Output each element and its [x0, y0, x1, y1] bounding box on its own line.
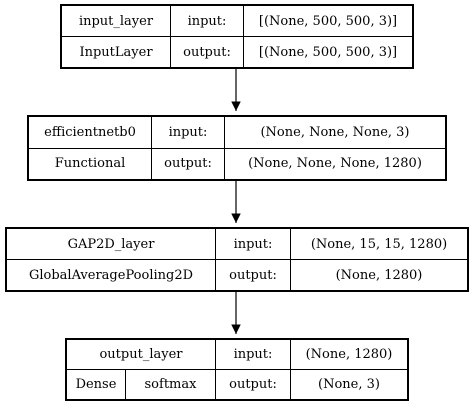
layer-name: GAP2D_layer [6, 228, 216, 260]
input-label: input: [215, 339, 291, 370]
node-gap2d-layer: GAP2D_layer input: (None, 15, 15, 1280) … [5, 227, 469, 292]
output-shape: (None, 1280) [290, 259, 468, 291]
layer-type: Functional [28, 147, 152, 180]
layer-name: output_layer [66, 339, 216, 370]
layer-type: GlobalAveragePooling2D [6, 259, 216, 291]
input-label: input: [215, 228, 291, 260]
output-label: output: [151, 147, 225, 180]
layer-type: InputLayer [61, 36, 171, 68]
input-shape: (None, None, None, 3) [224, 116, 446, 149]
layer-name: input_layer [61, 5, 171, 37]
output-shape: (None, None, None, 1280) [224, 147, 446, 180]
node-input-layer: input_layer input: [(None, 500, 500, 3)]… [60, 4, 414, 69]
input-label: input: [170, 5, 244, 37]
input-shape: [(None, 500, 500, 3)] [243, 5, 413, 37]
layer-name: efficientnetb0 [28, 116, 152, 149]
layer-activation: softmax [125, 369, 216, 400]
output-shape: [(None, 500, 500, 3)] [243, 36, 413, 68]
node-efficientnetb0: efficientnetb0 input: (None, None, None,… [27, 115, 447, 181]
node-output-layer: output_layer input: (None, 1280) Dense s… [65, 338, 409, 401]
output-label: output: [215, 259, 291, 291]
input-shape: (None, 1280) [290, 339, 408, 370]
input-label: input: [151, 116, 225, 149]
output-label: output: [215, 369, 291, 400]
output-label: output: [170, 36, 244, 68]
input-shape: (None, 15, 15, 1280) [290, 228, 468, 260]
output-shape: (None, 3) [290, 369, 408, 400]
layer-type: Dense [66, 369, 126, 400]
